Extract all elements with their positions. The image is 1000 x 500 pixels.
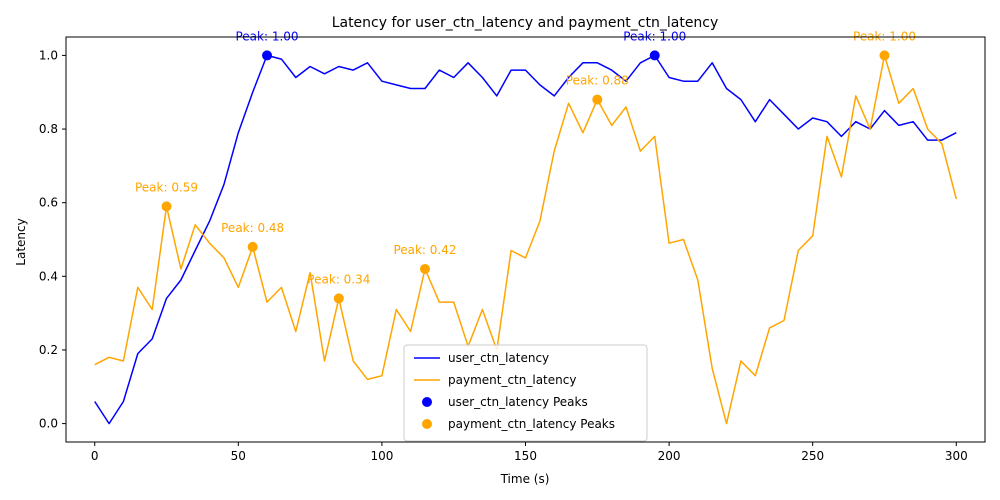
- legend-swatch-marker: [422, 397, 432, 407]
- peak-label-payment_ctn_latency-7: Peak: 1.00: [853, 29, 916, 43]
- peak-label-user_ctn_latency-0: Peak: 1.00: [235, 29, 298, 43]
- x-tick-label: 100: [370, 449, 393, 463]
- x-axis-label: Time (s): [500, 472, 550, 486]
- series-line-payment_ctn_latency: [94, 54, 958, 425]
- legend: user_ctn_latency payment_ctn_latency user_…: [403, 344, 648, 442]
- chart-title: Latency for user_ctn_latency and payment…: [332, 15, 719, 31]
- peak-marker-payment_ctn_latency-3: [247, 241, 258, 252]
- peak-label-user_ctn_latency-1: Peak: 1.00: [623, 29, 686, 43]
- y-tick-label: 0.0: [39, 417, 58, 431]
- x-tick-label: 150: [514, 449, 537, 463]
- x-tick-label: 0: [91, 449, 99, 463]
- peak-marker-payment_ctn_latency-7: [879, 50, 890, 61]
- y-tick-label: 0.2: [39, 343, 58, 357]
- y-axis-label: Latency: [14, 218, 28, 265]
- peak-marker-payment_ctn_latency-6: [592, 94, 603, 105]
- y-tick-label: 1.0: [39, 48, 58, 62]
- series-line-user_ctn_latency: [94, 54, 957, 425]
- y-tick-label: 0.8: [39, 122, 58, 136]
- legend-label: user_ctn_latency Peaks: [448, 395, 588, 409]
- peak-marker-user_ctn_latency-1: [649, 50, 660, 61]
- peak-marker-payment_ctn_latency-4: [333, 293, 344, 304]
- x-tick-label: 300: [945, 449, 968, 463]
- peak-marker-user_ctn_latency-0: [262, 50, 273, 61]
- peak-label-payment_ctn_latency-5: Peak: 0.42: [393, 243, 456, 257]
- x-tick-label: 50: [231, 449, 246, 463]
- peak-label-payment_ctn_latency-2: Peak: 0.59: [135, 180, 198, 194]
- x-tick-label: 250: [801, 449, 824, 463]
- peak-label-payment_ctn_latency-6: Peak: 0.88: [566, 74, 629, 88]
- peak-label-payment_ctn_latency-3: Peak: 0.48: [221, 221, 284, 235]
- plot-area: Peak: 1.00 Peak: 1.00 Peak: 0.59 Peak: 0.48…: [39, 29, 986, 463]
- y-tick-label: 0.4: [39, 269, 58, 283]
- legend-label: payment_ctn_latency: [448, 373, 576, 387]
- x-tick-label: 200: [658, 449, 681, 463]
- legend-label: payment_ctn_latency Peaks: [448, 417, 615, 431]
- legend-swatch-marker: [422, 419, 432, 429]
- legend-box: [403, 344, 648, 442]
- y-tick-label: 0.6: [39, 196, 58, 210]
- legend-label: user_ctn_latency: [448, 351, 549, 365]
- peak-label-payment_ctn_latency-4: Peak: 0.34: [307, 272, 370, 286]
- peak-marker-payment_ctn_latency-5: [419, 263, 430, 274]
- peak-marker-payment_ctn_latency-2: [161, 201, 172, 212]
